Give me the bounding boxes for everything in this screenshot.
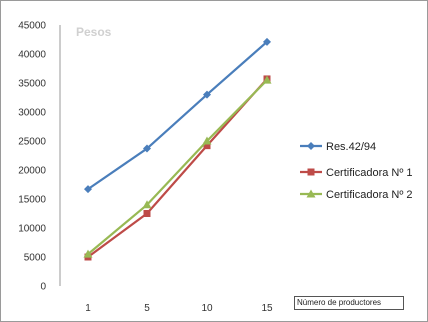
y-axis-ticks: 0 5000 10000 15000 20000 25000 30000 35000 40000… xyxy=(18,21,46,293)
y-tick-label: 0 xyxy=(40,282,46,293)
data-point xyxy=(263,37,271,46)
x-axis-ticks: 1 5 10 15 xyxy=(85,303,273,314)
legend-label: Res.42/94 xyxy=(326,141,376,153)
x-tick-label: 5 xyxy=(144,303,150,314)
data-point xyxy=(203,142,211,150)
y-tick-label: 25000 xyxy=(18,137,46,148)
y-tick-label: 5000 xyxy=(24,253,47,264)
y-tick-label: 40000 xyxy=(18,50,46,61)
x-axis-title: Número de productores xyxy=(294,296,404,310)
data-point xyxy=(202,136,212,145)
legend-marker xyxy=(307,142,315,150)
x-tick-label: 15 xyxy=(261,303,273,314)
data-point xyxy=(143,144,151,153)
data-point xyxy=(84,185,92,194)
series-layer xyxy=(83,37,272,261)
y-tick-label: 20000 xyxy=(18,166,46,177)
legend-entry: Certificadora Nº 2 xyxy=(300,189,413,201)
series-3 xyxy=(83,75,272,258)
data-point xyxy=(83,249,93,258)
y-tick-label: 15000 xyxy=(18,195,46,206)
legend-label: Certificadora Nº 2 xyxy=(326,189,413,201)
legend-marker xyxy=(307,168,315,176)
legend: Res.42/94 Certificadora Nº 1 Certificadora… xyxy=(300,141,413,201)
y-axis-title: Pesos xyxy=(76,25,112,39)
y-tick-label: 30000 xyxy=(18,108,46,119)
data-point xyxy=(142,200,152,209)
legend-entry: Res.42/94 xyxy=(300,141,376,153)
y-tick-label: 35000 xyxy=(18,79,46,90)
legend-marker xyxy=(306,189,316,198)
x-tick-label: 1 xyxy=(85,303,91,314)
legend-label: Certificadora Nº 1 xyxy=(326,167,413,179)
y-tick-label: 45000 xyxy=(18,21,46,32)
series-line xyxy=(87,40,268,191)
series-1 xyxy=(84,37,271,194)
x-tick-label: 10 xyxy=(201,303,213,314)
data-point xyxy=(203,90,211,99)
data-point xyxy=(262,75,272,84)
data-point xyxy=(143,210,151,217)
legend-entry: Certificadora Nº 1 xyxy=(300,167,413,179)
series-line xyxy=(87,79,268,255)
y-tick-label: 10000 xyxy=(18,224,46,235)
series-line xyxy=(87,78,268,258)
